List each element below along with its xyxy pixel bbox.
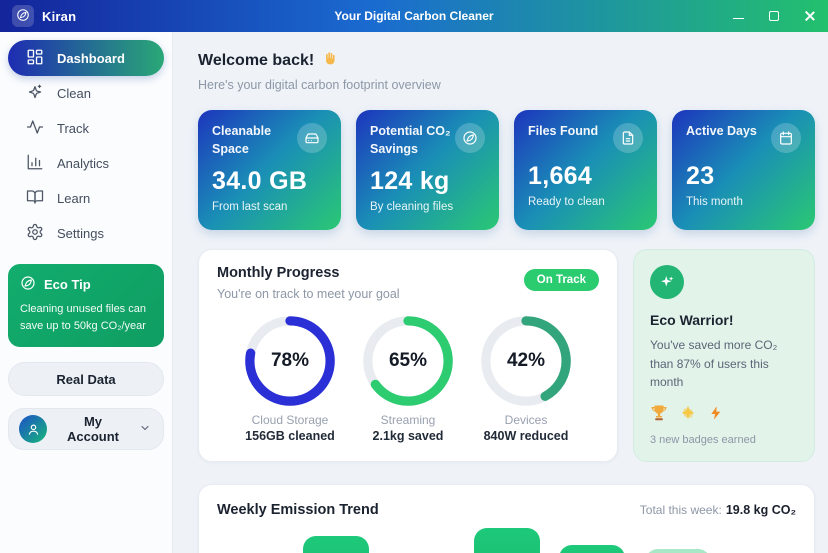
eco-tip-card: Eco Tip Cleaning unused files can save u… xyxy=(8,264,164,348)
monthly-progress-card: Monthly Progress You're on track to meet… xyxy=(198,249,618,462)
eco-warrior-title: Eco Warrior! xyxy=(650,312,734,328)
stat-label: Files Found xyxy=(528,124,599,138)
sidebar-item-label: Clean xyxy=(57,86,91,101)
leaf-icon xyxy=(455,123,485,153)
leaf-logo-icon xyxy=(16,8,30,25)
stat-value: 23 xyxy=(686,162,715,190)
stat-label: Active Days xyxy=(686,124,757,138)
stat-sub: Ready to clean xyxy=(528,196,605,208)
ring-label: Devices xyxy=(504,413,548,427)
monthly-progress-subtitle: You're on track to meet your goal xyxy=(217,287,400,301)
ring-label: Streaming xyxy=(380,413,436,427)
eco-tip-text: Cleaning unused files can save up to 50k… xyxy=(20,303,146,333)
activity-icon xyxy=(26,118,44,139)
minimize-button[interactable] xyxy=(732,10,744,22)
stat-label: Potential CO₂ Savings xyxy=(370,124,451,156)
bar-fri xyxy=(559,544,625,553)
leaf-icon xyxy=(20,275,36,294)
on-track-badge: On Track xyxy=(523,269,599,291)
avatar xyxy=(19,415,47,444)
weekly-emission-card: Weekly Emission Trend Total this week: 19… xyxy=(198,484,815,553)
gear-icon xyxy=(26,223,44,244)
bar-thu xyxy=(473,527,540,553)
ring-label: Cloud Storage xyxy=(251,413,329,427)
stat-card-co2-savings: Potential CO₂ Savings 124 kg By cleaning… xyxy=(356,110,499,230)
bar-sat xyxy=(644,548,711,553)
ring-detail: 156GB cleaned xyxy=(245,429,335,443)
stat-value: 34.0 GB xyxy=(212,167,308,195)
sidebar: Dashboard Clean Track xyxy=(0,32,173,553)
sidebar-item-label: Settings xyxy=(57,226,104,241)
sidebar-item-clean[interactable]: Clean xyxy=(8,76,164,111)
dashboard-grid-icon xyxy=(26,48,44,69)
ring-percent: 78% xyxy=(270,350,310,371)
bar-tue xyxy=(302,536,369,553)
weekly-total: Total this week: 19.8 kg CO₂ xyxy=(639,503,796,517)
maximize-button[interactable] xyxy=(768,10,780,22)
monthly-progress-title: Monthly Progress xyxy=(217,265,340,281)
weekly-emission-title: Weekly Emission Trend xyxy=(217,502,379,518)
app-logo xyxy=(12,5,34,27)
badge-row xyxy=(650,404,798,425)
sparkle-badge-icon xyxy=(650,265,684,299)
bar-chart-icon xyxy=(26,153,44,174)
close-button[interactable] xyxy=(804,10,816,22)
ring-detail: 840W reduced xyxy=(483,429,569,443)
stat-value: 124 kg xyxy=(370,167,450,195)
account-label: My Account xyxy=(67,414,119,445)
window-title: Your Digital Carbon Cleaner xyxy=(334,9,494,23)
page-subtitle: Here's your digital carbon footprint ove… xyxy=(198,78,441,92)
ring-devices: 42% Devices 840W reduced xyxy=(467,314,585,443)
stat-label: Cleanable Space xyxy=(212,124,272,156)
wave-emoji-icon xyxy=(321,50,337,71)
stats-row: Cleanable Space 34.0 GB From last scan P… xyxy=(198,110,815,230)
sidebar-item-label: Track xyxy=(57,121,90,136)
badges-earned-text: 3 new badges earned xyxy=(650,434,756,446)
page-title: Welcome back! xyxy=(198,50,815,71)
stat-card-active-days: Active Days 23 This month xyxy=(672,110,815,230)
trophy-icon xyxy=(650,404,668,425)
sidebar-item-settings[interactable]: Settings xyxy=(8,216,164,251)
weekly-bars xyxy=(217,527,796,553)
file-icon xyxy=(613,123,643,153)
eco-warrior-card: Eco Warrior! You've saved more CO₂ than … xyxy=(633,249,815,462)
eco-tip-title: Eco Tip xyxy=(44,277,91,292)
sidebar-item-track[interactable]: Track xyxy=(8,111,164,146)
chevron-down-icon xyxy=(139,422,151,437)
ring-cloud-storage: 78% Cloud Storage 156GB cleaned xyxy=(231,314,349,443)
donut-chart: 78% xyxy=(243,314,337,408)
sidebar-item-label: Learn xyxy=(57,191,91,206)
stat-card-cleanable-space: Cleanable Space 34.0 GB From last scan xyxy=(198,110,341,230)
ring-percent: 65% xyxy=(388,350,428,371)
app-name: Kiran xyxy=(42,8,77,24)
real-data-button[interactable]: Real Data xyxy=(8,362,164,397)
donut-chart: 42% xyxy=(479,314,573,408)
sidebar-item-learn[interactable]: Learn xyxy=(8,181,164,216)
my-account-button[interactable]: My Account xyxy=(8,408,164,451)
eco-warrior-text: You've saved more CO₂ than 87% of users … xyxy=(650,338,778,390)
stat-value: 1,664 xyxy=(528,162,593,190)
ring-percent: 42% xyxy=(506,350,546,371)
ring-detail: 2.1kg saved xyxy=(372,429,444,443)
sidebar-item-analytics[interactable]: Analytics xyxy=(8,146,164,181)
hard-drive-icon xyxy=(297,123,327,153)
weekly-total-value: 19.8 kg CO₂ xyxy=(725,503,796,517)
sidebar-item-dashboard[interactable]: Dashboard xyxy=(8,40,164,76)
calendar-icon xyxy=(771,123,801,153)
stat-card-files-found: Files Found 1,664 Ready to clean xyxy=(514,110,657,230)
progress-rings: 78% Cloud Storage 156GB cleaned 65% xyxy=(217,314,599,443)
book-open-icon xyxy=(26,188,44,209)
stat-sub: By cleaning files xyxy=(370,201,454,213)
stat-sub: From last scan xyxy=(212,201,288,213)
glowing-star-icon xyxy=(679,404,697,425)
main-content: Welcome back! Here's your digital carbon… xyxy=(173,32,828,553)
titlebar: Kiran Your Digital Carbon Cleaner xyxy=(0,0,828,32)
sparkles-icon xyxy=(26,83,44,104)
sidebar-item-label: Dashboard xyxy=(57,50,125,66)
ring-streaming: 65% Streaming 2.1kg saved xyxy=(349,314,467,443)
sidebar-item-label: Analytics xyxy=(57,156,110,171)
lightning-icon xyxy=(708,404,724,425)
donut-chart: 65% xyxy=(361,314,455,408)
stat-sub: This month xyxy=(686,196,743,208)
